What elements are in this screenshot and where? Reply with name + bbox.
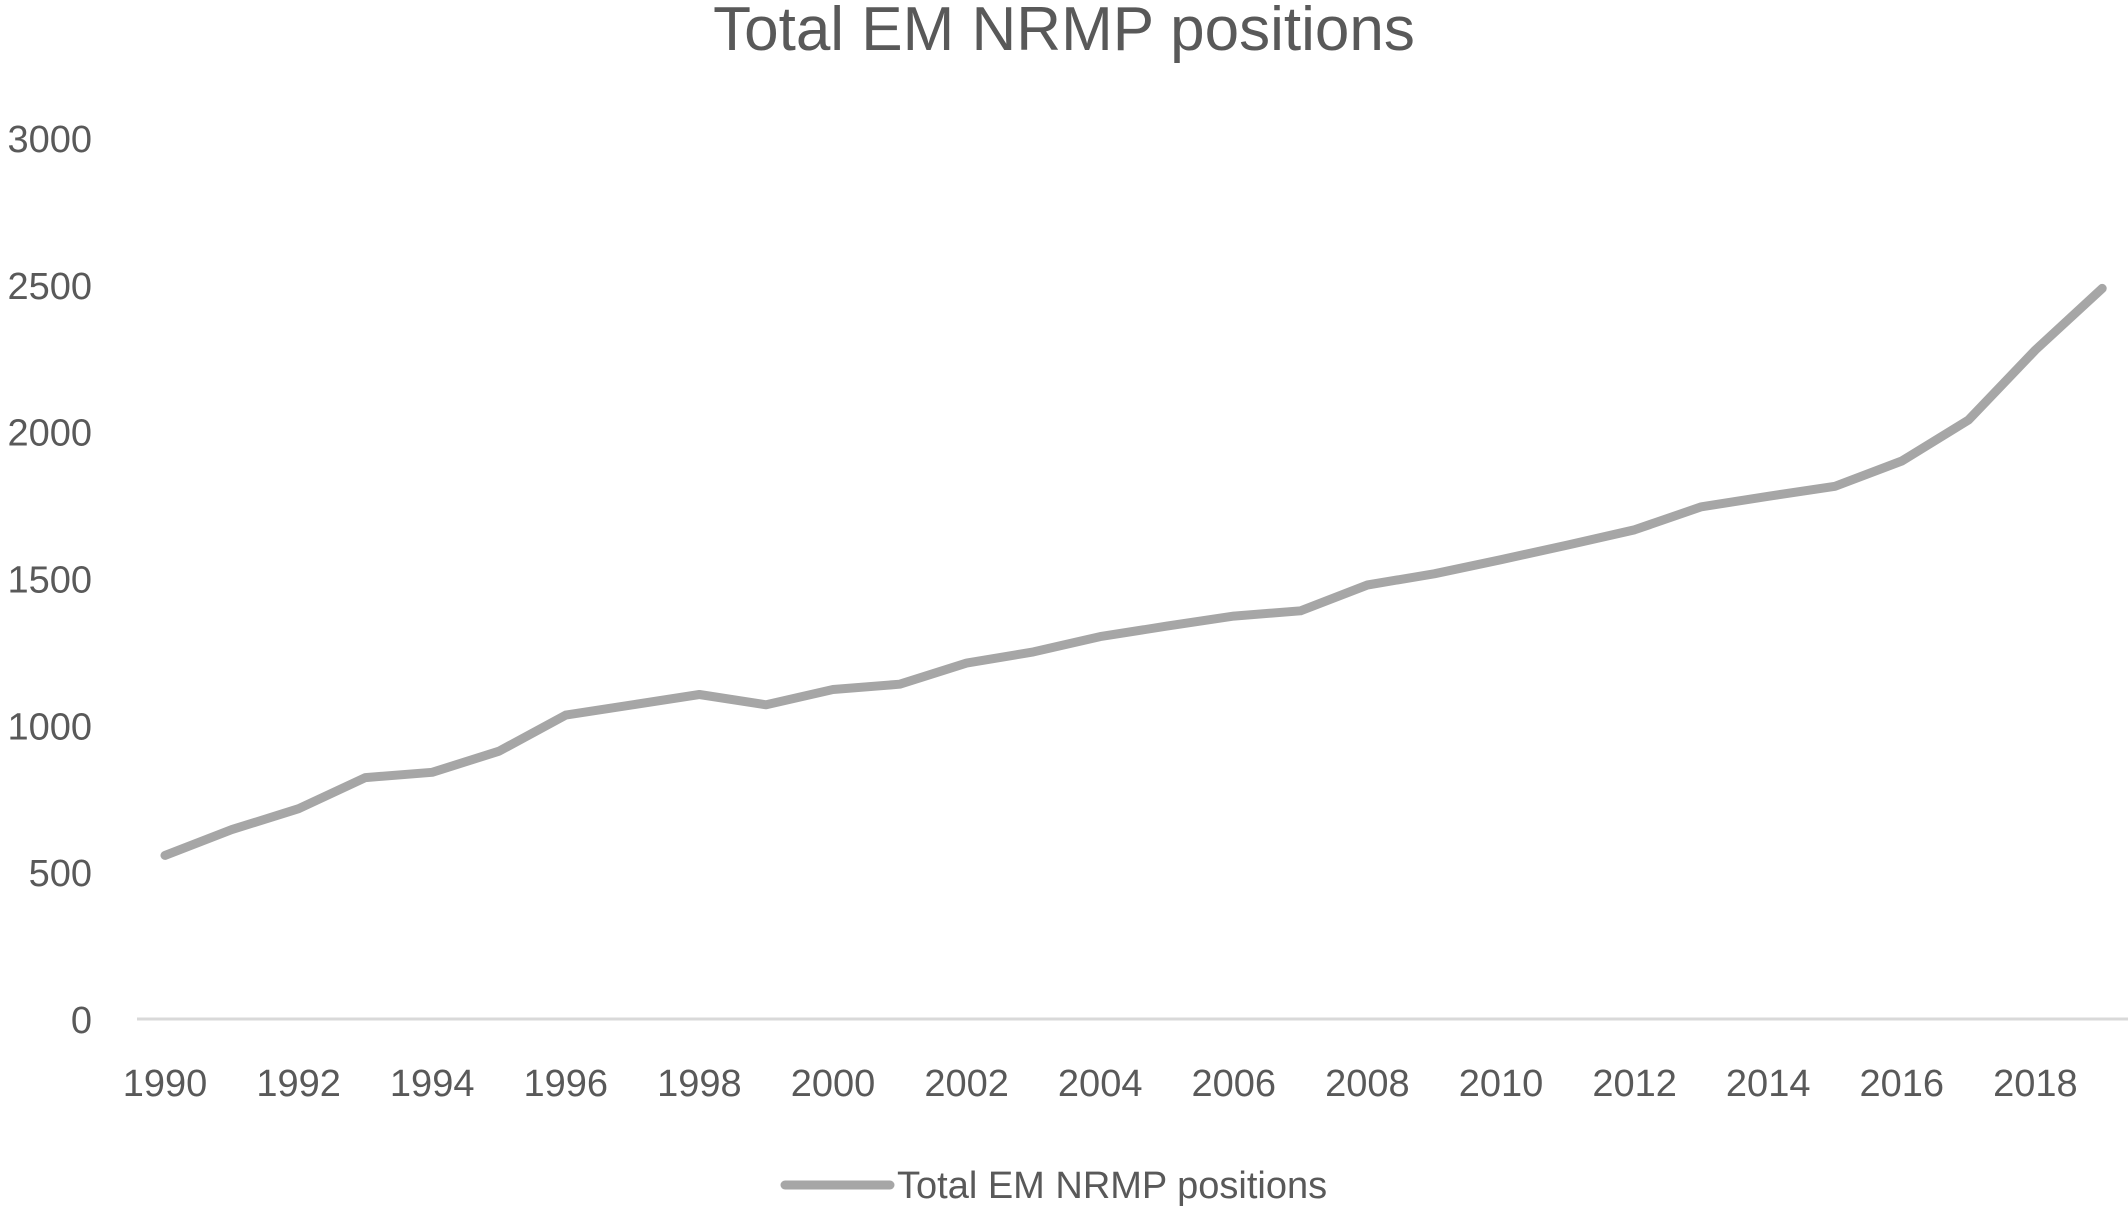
x-tick-label: 1994: [390, 1063, 475, 1105]
y-tick-label: 1000: [7, 706, 92, 748]
x-tick-label: 2010: [1459, 1063, 1544, 1105]
x-tick-label: 1998: [657, 1063, 742, 1105]
series-line: [160, 283, 2107, 860]
x-axis-ticks: 1990 1992 1994 1996 1998 2000 2002 2004 2006 2008…: [123, 1063, 2078, 1105]
x-tick-label: 1996: [524, 1063, 609, 1105]
x-tick-label: 2002: [924, 1063, 1009, 1105]
y-tick-label: 0: [71, 1000, 92, 1042]
legend: Total EM NRMP positions: [780, 1165, 1327, 1207]
x-tick-label: 2000: [791, 1063, 876, 1105]
y-axis-ticks: 0 500 1000 1500 2000 2500 3000: [7, 119, 92, 1042]
x-tick-label: 2006: [1192, 1063, 1277, 1105]
x-tick-label: 2016: [1860, 1063, 1945, 1105]
y-tick-label: 3000: [7, 119, 92, 161]
legend-label: Total EM NRMP positions: [897, 1165, 1327, 1207]
x-tick-label: 2008: [1325, 1063, 1410, 1105]
y-tick-label: 2500: [7, 266, 92, 308]
x-tick-label: 1990: [123, 1063, 208, 1105]
x-tick-label: 2012: [1592, 1063, 1677, 1105]
chart-title: Total EM NRMP positions: [713, 0, 1415, 64]
series-group: [160, 283, 2107, 860]
y-tick-label: 500: [29, 853, 92, 895]
y-tick-label: 2000: [7, 413, 92, 455]
x-tick-label: 2004: [1058, 1063, 1143, 1105]
x-tick-label: 2018: [1993, 1063, 2078, 1105]
x-tick-label: 2014: [1726, 1063, 1811, 1105]
y-tick-label: 1500: [7, 560, 92, 602]
x-tick-label: 1992: [256, 1063, 341, 1105]
